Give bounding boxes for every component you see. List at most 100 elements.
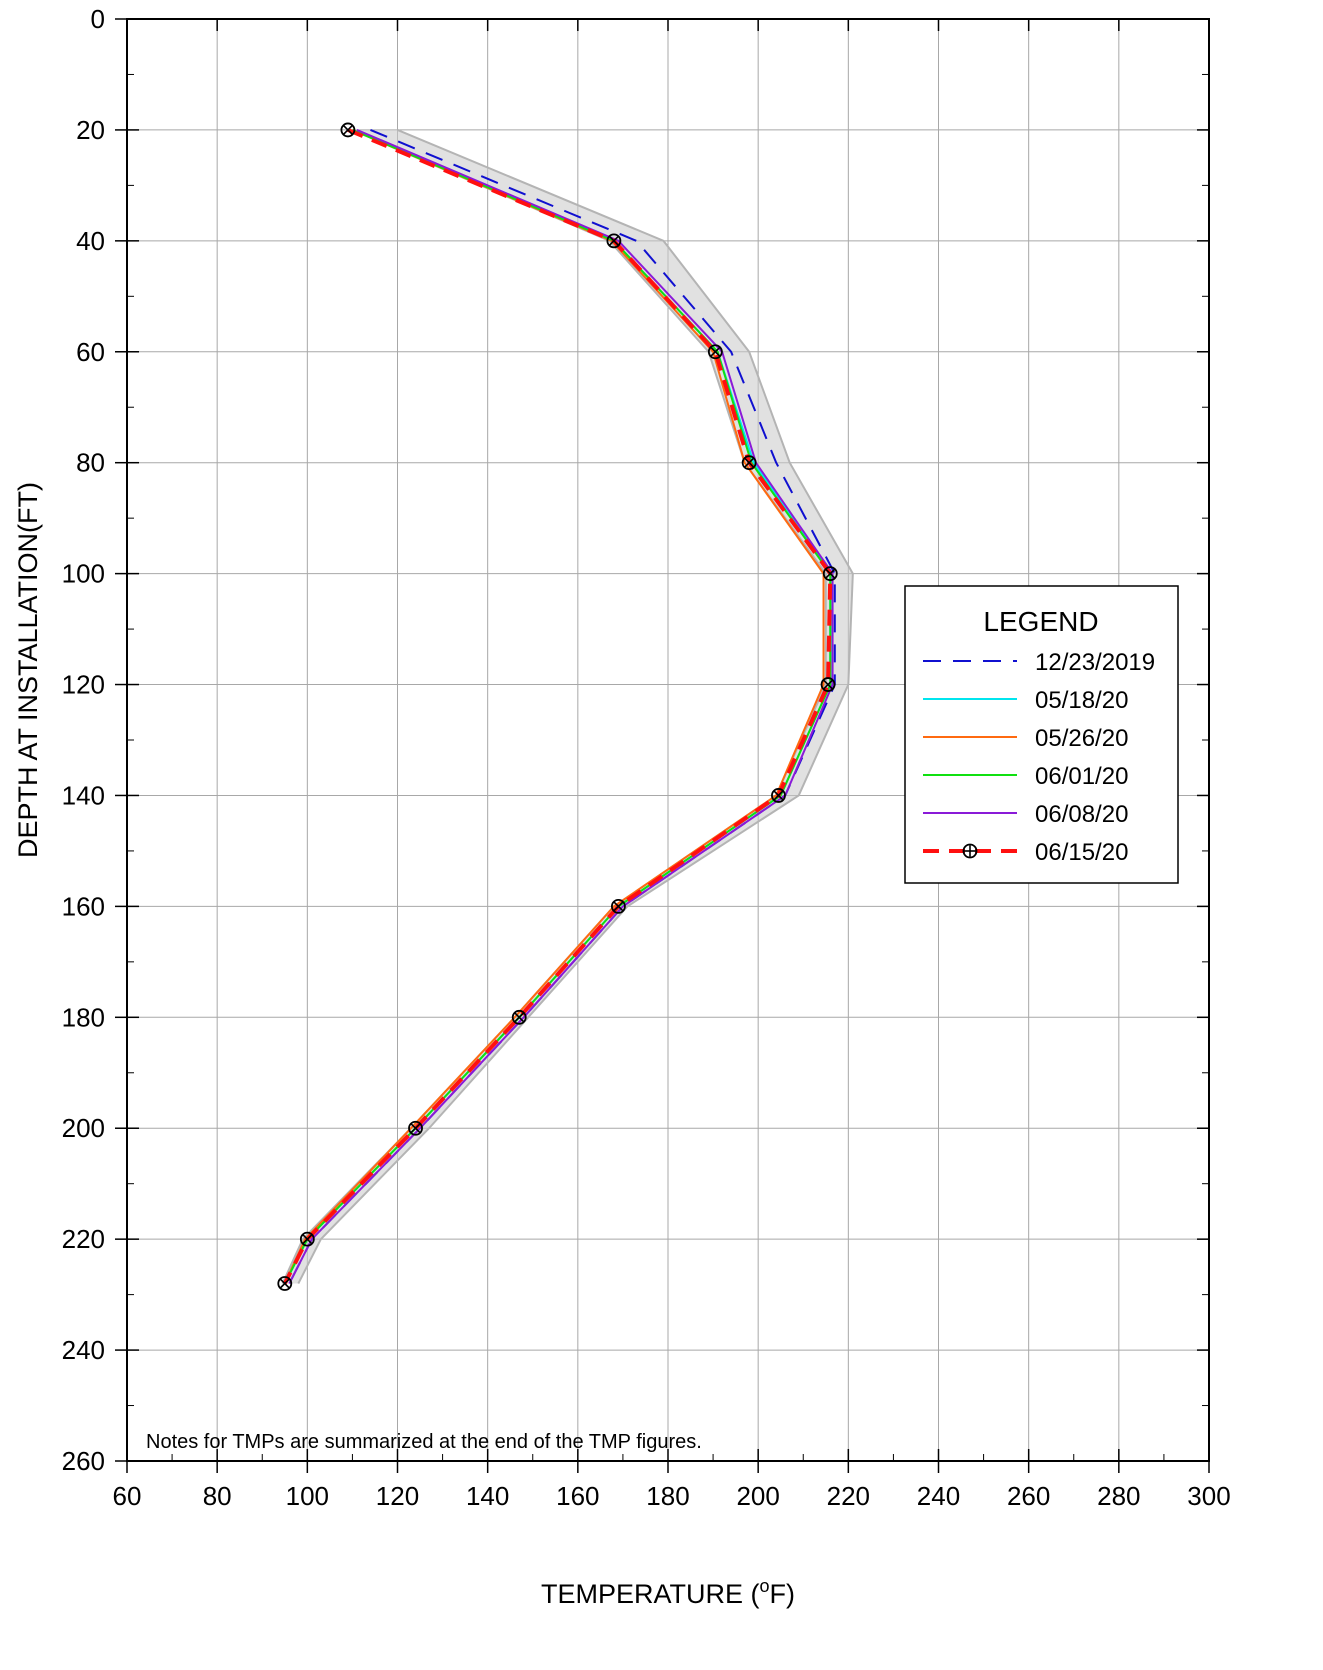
y-tick-label: 160 [62, 891, 105, 921]
y-tick-label: 120 [62, 670, 105, 700]
legend-label: 06/01/20 [1035, 763, 1128, 790]
gray-envelope [281, 129, 854, 1284]
y-tick-label: 260 [62, 1446, 105, 1476]
series-marker [606, 233, 622, 249]
tick-labels: 60 80 100 120 140 160 180 200 220 240 260 280 300 0 20… [62, 4, 1231, 1511]
x-axis-title: TEMPERATURE (oF) [541, 1576, 795, 1609]
marker-cross-b [342, 124, 354, 136]
y-tick-label: 180 [62, 1002, 105, 1032]
note-text: Notes for TMPs are summarized at the end… [146, 1431, 702, 1453]
marker-cross-b [608, 235, 620, 247]
envelope-fill [282, 129, 853, 1284]
series-marker [820, 677, 836, 692]
y-tick-label: 140 [62, 780, 105, 810]
x-tick-label: 100 [286, 1481, 329, 1511]
marker-circle [820, 677, 836, 692]
marker-circle [707, 344, 723, 360]
x-tick-label: 120 [376, 1481, 419, 1511]
legend-label: 06/15/20 [1035, 839, 1128, 866]
x-tick-label: 220 [827, 1481, 870, 1511]
series-line-4 [288, 129, 834, 1284]
series-line-3 [283, 129, 832, 1284]
legend-label: 12/23/2019 [1035, 649, 1155, 676]
legend-item-5: 06/15/20 [923, 839, 1128, 866]
legend-title: LEGEND [983, 606, 1098, 637]
legend-item-3: 06/01/20 [923, 763, 1128, 790]
x-tick-label: 60 [113, 1481, 142, 1511]
marker-cross-b [710, 346, 721, 357]
x-tick-label: 240 [917, 1481, 960, 1511]
legend-label: 05/18/20 [1035, 687, 1128, 714]
y-tick-label: 200 [62, 1113, 105, 1143]
legend-label: 05/26/20 [1035, 725, 1128, 752]
series-marker [277, 1276, 293, 1291]
marker-cross-b [279, 1278, 290, 1289]
legend-item-4: 06/08/20 [923, 801, 1128, 828]
y-tick-label: 80 [76, 448, 105, 478]
x-tick-label: 200 [736, 1481, 779, 1511]
x-tick-label: 280 [1097, 1481, 1140, 1511]
envelope-edge-left [281, 129, 827, 1284]
series-marker [741, 455, 757, 471]
series-marker [408, 1120, 423, 1136]
series-lines [283, 128, 836, 1285]
legend-items: 12/23/2019 05/18/20 05/26/20 06/01/20 06/08/… [923, 649, 1155, 866]
legend-item-2: 05/26/20 [923, 725, 1128, 752]
y-tick-label: 240 [62, 1335, 105, 1365]
x-axis-title-main: TEMPERATURE ( [541, 1579, 760, 1609]
marker-cross-b [302, 1233, 313, 1245]
y-tick-label: 0 [91, 4, 105, 34]
x-axis-title-superscript: o [760, 1576, 770, 1596]
series-line-2 [283, 129, 825, 1284]
legend-label: 06/08/20 [1035, 801, 1128, 828]
marker-circle [822, 566, 838, 582]
marker-circle [408, 1120, 423, 1136]
marker-cross-b [773, 790, 784, 801]
marker-circle [741, 455, 757, 471]
series-line-0 [288, 129, 836, 1284]
series-line-1 [283, 129, 832, 1284]
marker-cross-b [514, 1012, 525, 1023]
envelope-edge-right [297, 129, 854, 1284]
marker-circle [611, 898, 626, 914]
marker-circle [340, 122, 356, 138]
marker-cross-b [743, 457, 755, 468]
x-tick-label: 300 [1187, 1481, 1230, 1511]
series-line-5 [283, 128, 833, 1285]
x-axis-title-unit: F) [770, 1579, 795, 1609]
y-tick-label: 20 [76, 115, 105, 145]
x-tick-label: 80 [203, 1481, 232, 1511]
x-tick-label: 160 [556, 1481, 599, 1511]
marker-circle [511, 1009, 527, 1025]
marker-circle [606, 233, 622, 249]
x-tick-label: 140 [466, 1481, 509, 1511]
y-tick-label: 220 [62, 1224, 105, 1254]
marker-circle [771, 788, 786, 803]
marker-cross-b [410, 1123, 421, 1134]
series-marker [822, 566, 838, 582]
marker-circle [299, 1231, 315, 1247]
series-marker [340, 122, 356, 138]
marker-circle [277, 1276, 293, 1291]
series-marker [707, 344, 723, 360]
marker-cross-b [613, 901, 624, 912]
y-axis-title: DEPTH AT INSTALLATION(FT) [13, 482, 43, 858]
series-markers [277, 122, 838, 1291]
y-tick-label: 60 [76, 337, 105, 367]
legend-box [904, 585, 1179, 884]
legend: LEGEND 12/23/2019 05/18/20 05/26/20 06/01/2… [904, 585, 1179, 884]
axis-ticks [115, 18, 1210, 1473]
x-tick-label: 260 [1007, 1481, 1050, 1511]
series-marker [771, 788, 786, 803]
legend-item-1: 05/18/20 [923, 687, 1128, 714]
y-tick-label: 100 [62, 559, 105, 589]
series-marker [511, 1009, 527, 1025]
legend-item-0: 12/23/2019 [923, 649, 1155, 676]
series-marker [299, 1231, 315, 1247]
x-tick-label: 180 [646, 1481, 689, 1511]
marker-cross-b [822, 679, 834, 690]
series-marker [611, 898, 626, 914]
marker-cross-b [825, 568, 836, 579]
y-tick-label: 40 [76, 226, 105, 256]
